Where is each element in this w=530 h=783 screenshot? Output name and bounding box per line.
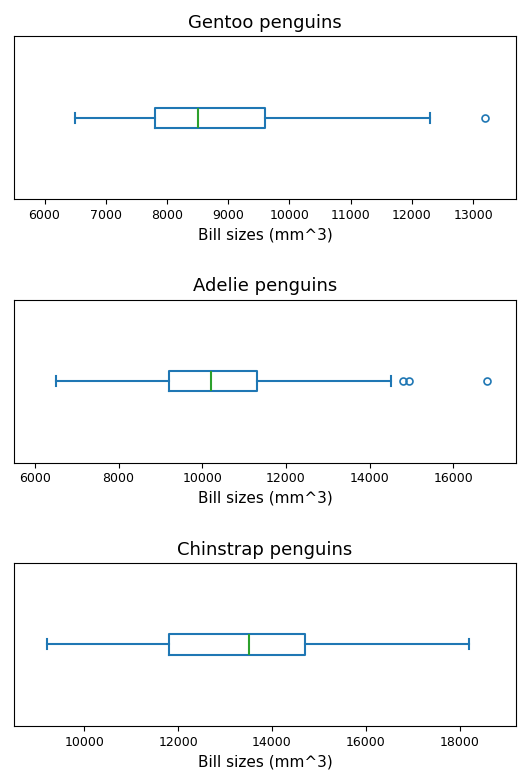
X-axis label: Bill sizes (mm^3): Bill sizes (mm^3) <box>198 754 332 769</box>
Title: Chinstrap penguins: Chinstrap penguins <box>178 540 352 558</box>
X-axis label: Bill sizes (mm^3): Bill sizes (mm^3) <box>198 228 332 243</box>
Title: Adelie penguins: Adelie penguins <box>193 277 337 295</box>
X-axis label: Bill sizes (mm^3): Bill sizes (mm^3) <box>198 491 332 506</box>
Title: Gentoo penguins: Gentoo penguins <box>188 14 342 32</box>
